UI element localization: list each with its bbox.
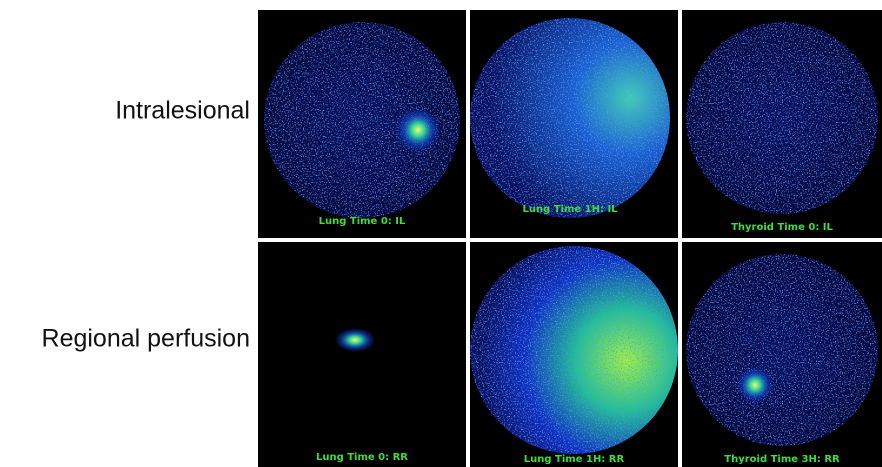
scan-image bbox=[470, 18, 670, 218]
row-label: Intralesional bbox=[115, 97, 250, 125]
caption: Lung Time 0: IL bbox=[319, 216, 406, 227]
caption: Thyroid Time 0: IL bbox=[731, 222, 833, 233]
scan-image bbox=[470, 246, 678, 454]
scan-image bbox=[264, 22, 460, 218]
caption: Thyroid Time 3H: RR bbox=[724, 454, 840, 465]
caption: Lung Time 1H: IL bbox=[522, 204, 618, 215]
scan-image bbox=[686, 254, 878, 446]
scan-image bbox=[686, 22, 878, 214]
scan-panel bbox=[258, 242, 466, 467]
caption: Lung Time 1H: RR bbox=[524, 454, 625, 465]
row-label: Regional perfusion bbox=[42, 325, 250, 353]
scan-image bbox=[335, 328, 375, 352]
caption: Lung Time 0: RR bbox=[316, 452, 408, 463]
